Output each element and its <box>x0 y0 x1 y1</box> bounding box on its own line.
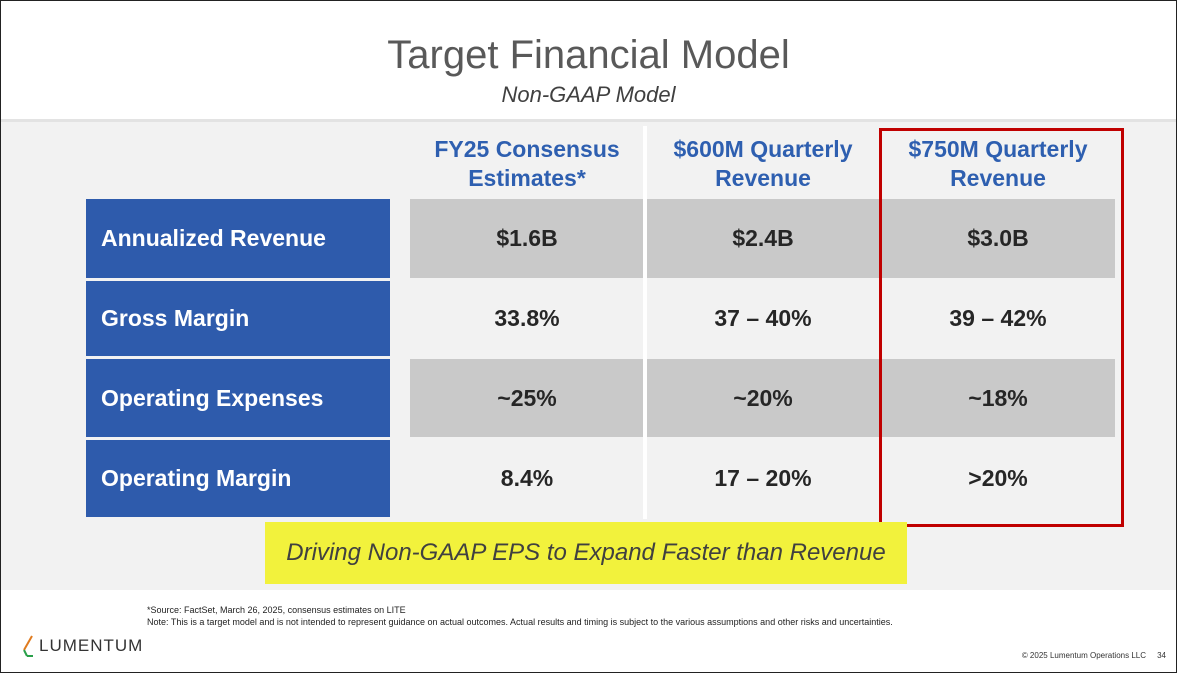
column-header-line: Revenue <box>715 165 811 191</box>
logo-wordmark: LUMENTUM <box>39 636 144 655</box>
footnotes: *Source: FactSet, March 26, 2025, consen… <box>147 604 893 628</box>
highlight-box <box>879 128 1124 527</box>
column-header-line: Estimates* <box>468 165 586 191</box>
lumentum-logo: LUMENTUM <box>21 635 143 657</box>
slide-subtitle: Non-GAAP Model <box>501 82 676 107</box>
table-cell: ~20% <box>646 359 880 437</box>
table-cell: ~25% <box>410 359 644 437</box>
row-label-gross-margin: Gross Margin <box>86 281 390 356</box>
row-label-annualized-revenue: Annualized Revenue <box>86 199 390 278</box>
table-cell: ~18% <box>881 359 1115 437</box>
table-cell: $1.6B <box>410 199 644 278</box>
table-cell: 8.4% <box>410 440 644 517</box>
column-header-fy25: FY25 Consensus Estimates* <box>410 135 644 193</box>
page-number: 34 <box>1157 651 1166 660</box>
table-cell: $2.4B <box>646 199 880 278</box>
tagline-banner: Driving Non-GAAP EPS to Expand Faster th… <box>265 522 907 584</box>
column-header-750m: $750M Quarterly Revenue <box>881 135 1115 193</box>
column-header-line: $600M Quarterly <box>673 136 853 162</box>
lumentum-mark-icon <box>23 635 33 657</box>
column-divider <box>643 126 647 519</box>
table-cell: $3.0B <box>881 199 1115 278</box>
source-note: *Source: FactSet, March 26, 2025, consen… <box>147 605 406 615</box>
column-header-600m: $600M Quarterly Revenue <box>646 135 880 193</box>
table-cell: 33.8% <box>410 281 644 356</box>
row-label-operating-margin: Operating Margin <box>86 440 390 517</box>
table-cell: >20% <box>881 440 1115 517</box>
table-cell: 39 – 42% <box>881 281 1115 356</box>
row-label-operating-expenses: Operating Expenses <box>86 359 390 437</box>
column-header-line: FY25 Consensus <box>434 136 620 162</box>
table-cell: 17 – 20% <box>646 440 880 517</box>
column-header-line: $750M Quarterly <box>908 136 1088 162</box>
slide-title: Target Financial Model <box>387 33 790 77</box>
disclaimer-note: Note: This is a target model and is not … <box>147 617 893 627</box>
column-header-line: Revenue <box>950 165 1046 191</box>
table-cell: 37 – 40% <box>646 281 880 356</box>
copyright: © 2025 Lumentum Operations LLC <box>1021 651 1146 660</box>
